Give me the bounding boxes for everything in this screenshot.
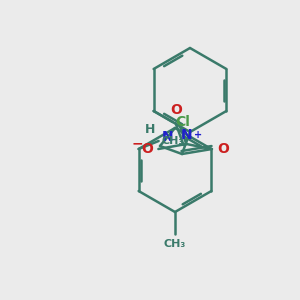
- Text: CH₃: CH₃: [164, 239, 186, 249]
- Text: N: N: [181, 128, 192, 142]
- Text: −: −: [132, 136, 143, 150]
- Text: +: +: [194, 130, 202, 140]
- Text: Cl: Cl: [176, 115, 190, 129]
- Text: O: O: [217, 142, 229, 156]
- Text: CH₃: CH₃: [162, 136, 184, 146]
- Text: H: H: [145, 123, 155, 136]
- Text: O: O: [142, 142, 153, 156]
- Text: N: N: [162, 130, 174, 144]
- Text: O: O: [170, 103, 182, 117]
